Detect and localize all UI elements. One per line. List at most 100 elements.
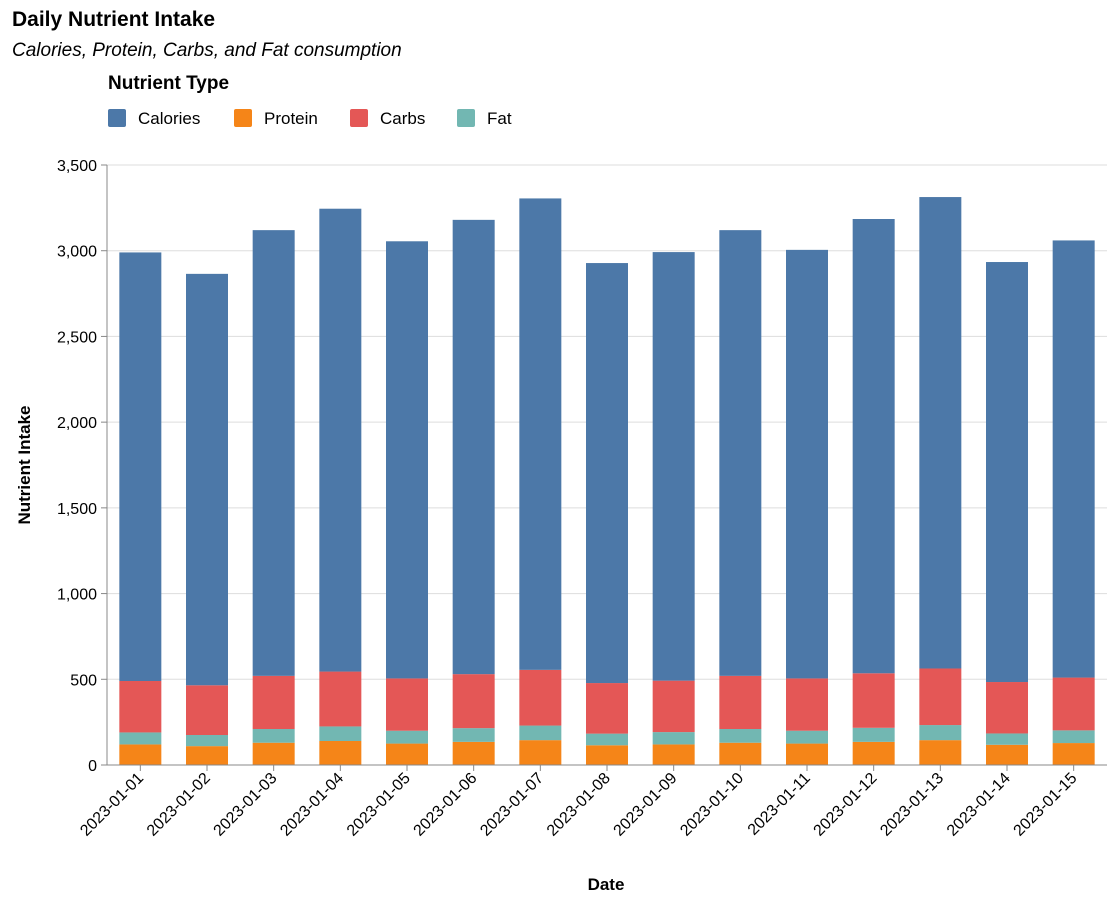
legend-label: Calories bbox=[138, 109, 200, 128]
legend-title: Nutrient Type bbox=[108, 73, 229, 94]
bar-protein-2023-01-07 bbox=[519, 740, 562, 765]
bar-carbs-2023-01-03 bbox=[252, 675, 295, 729]
x-tick-label: 2023-01-05 bbox=[344, 770, 414, 840]
bar-carbs-2023-01-13 bbox=[919, 668, 962, 726]
x-tick-label: 2023-01-03 bbox=[211, 770, 281, 840]
bar-carbs-2023-01-12 bbox=[852, 673, 895, 728]
bar-calories-2023-01-06 bbox=[452, 219, 495, 675]
legend-label: Carbs bbox=[380, 109, 425, 128]
bar-protein-2023-01-13 bbox=[919, 740, 962, 765]
legend-label: Protein bbox=[264, 109, 318, 128]
bar-calories-2023-01-15 bbox=[1052, 240, 1095, 678]
x-tick-label: 2023-01-11 bbox=[745, 770, 814, 839]
bar-fat-2023-01-03 bbox=[252, 729, 295, 743]
x-tick-label: 2023-01-04 bbox=[277, 770, 347, 840]
legend-item-calories: Calories bbox=[108, 109, 200, 128]
bars bbox=[119, 197, 1095, 765]
bar-calories-2023-01-03 bbox=[252, 230, 295, 676]
bar-protein-2023-01-09 bbox=[652, 744, 695, 765]
bar-protein-2023-01-08 bbox=[586, 745, 628, 765]
bar-protein-2023-01-02 bbox=[186, 746, 228, 765]
x-tick-label: 2023-01-15 bbox=[1011, 770, 1081, 840]
bar-protein-2023-01-06 bbox=[452, 741, 495, 765]
bar-protein-2023-01-15 bbox=[1052, 743, 1095, 765]
bar-fat-2023-01-05 bbox=[386, 730, 428, 744]
chart-subtitle: Calories, Protein, Carbs, and Fat consum… bbox=[12, 40, 402, 61]
bar-fat-2023-01-12 bbox=[852, 727, 895, 742]
chart-title: Daily Nutrient Intake bbox=[12, 8, 216, 31]
y-tick-label: 500 bbox=[70, 672, 97, 689]
bar-calories-2023-01-10 bbox=[719, 230, 762, 676]
legend-swatch bbox=[108, 109, 126, 127]
bar-calories-2023-01-14 bbox=[986, 262, 1028, 683]
bar-carbs-2023-01-01 bbox=[119, 681, 162, 733]
bar-protein-2023-01-10 bbox=[719, 742, 762, 765]
bar-carbs-2023-01-11 bbox=[786, 678, 828, 731]
bar-calories-2023-01-07 bbox=[519, 198, 562, 670]
bar-protein-2023-01-01 bbox=[119, 744, 162, 765]
bar-carbs-2023-01-14 bbox=[986, 682, 1028, 734]
y-tick-label: 0 bbox=[88, 758, 97, 775]
x-tick-label: 2023-01-12 bbox=[811, 770, 881, 840]
bar-fat-2023-01-08 bbox=[586, 733, 628, 746]
x-tick-label: 2023-01-09 bbox=[611, 770, 681, 840]
bar-fat-2023-01-15 bbox=[1052, 730, 1095, 744]
legend-swatch bbox=[457, 109, 475, 127]
bar-protein-2023-01-11 bbox=[786, 743, 828, 765]
y-tick-label: 1,500 bbox=[57, 501, 97, 518]
bar-calories-2023-01-02 bbox=[186, 273, 228, 686]
bar-carbs-2023-01-02 bbox=[186, 685, 228, 735]
bar-calories-2023-01-08 bbox=[586, 263, 628, 684]
x-tick-label: 2023-01-01 bbox=[77, 770, 147, 840]
bar-fat-2023-01-14 bbox=[986, 733, 1028, 745]
bar-calories-2023-01-09 bbox=[652, 252, 695, 681]
bar-fat-2023-01-10 bbox=[719, 729, 762, 743]
bar-protein-2023-01-12 bbox=[852, 741, 895, 765]
y-tick-label: 1,000 bbox=[57, 587, 97, 604]
x-tick-label: 2023-01-10 bbox=[677, 770, 747, 840]
bar-carbs-2023-01-15 bbox=[1052, 677, 1095, 731]
bar-calories-2023-01-12 bbox=[852, 219, 895, 674]
legend-label: Fat bbox=[487, 109, 512, 128]
bar-protein-2023-01-03 bbox=[252, 742, 295, 765]
bar-calories-2023-01-01 bbox=[119, 252, 162, 681]
bar-calories-2023-01-04 bbox=[319, 208, 362, 672]
bar-carbs-2023-01-07 bbox=[519, 669, 562, 726]
bar-fat-2023-01-09 bbox=[652, 732, 695, 745]
bar-carbs-2023-01-08 bbox=[586, 683, 628, 734]
y-tick-label: 3,000 bbox=[57, 244, 97, 261]
y-axis: 0 500 1,000 1,500 2,000 2,500 3,000 3,500 bbox=[57, 158, 108, 775]
bar-protein-2023-01-14 bbox=[986, 744, 1028, 765]
x-tick-label: 2023-01-02 bbox=[144, 770, 214, 840]
legend-swatch bbox=[234, 109, 252, 127]
legend-item-fat: Fat bbox=[457, 109, 512, 128]
x-tick-label: 2023-01-13 bbox=[877, 770, 947, 840]
y-axis-label: Nutrient Intake bbox=[15, 405, 34, 524]
legend: Nutrient Type Calories Protein Carbs Fat bbox=[108, 73, 512, 128]
x-axis: 2023-01-012023-01-022023-01-032023-01-04… bbox=[77, 764, 1107, 840]
bar-carbs-2023-01-06 bbox=[452, 674, 495, 729]
bar-carbs-2023-01-05 bbox=[386, 678, 428, 731]
bar-carbs-2023-01-04 bbox=[319, 671, 362, 727]
bar-fat-2023-01-01 bbox=[119, 732, 162, 745]
bar-protein-2023-01-05 bbox=[386, 743, 428, 765]
bar-carbs-2023-01-09 bbox=[652, 680, 695, 733]
bar-calories-2023-01-13 bbox=[919, 197, 962, 669]
bar-fat-2023-01-04 bbox=[319, 726, 362, 741]
x-axis-label: Date bbox=[588, 875, 625, 894]
bar-fat-2023-01-02 bbox=[186, 735, 228, 747]
bar-protein-2023-01-04 bbox=[319, 741, 362, 765]
x-tick-label: 2023-01-07 bbox=[477, 770, 547, 840]
y-tick-label: 2,000 bbox=[57, 415, 97, 432]
legend-item-carbs: Carbs bbox=[350, 109, 425, 128]
y-tick-label: 3,500 bbox=[57, 158, 97, 175]
y-tick-label: 2,500 bbox=[57, 329, 97, 346]
legend-item-protein: Protein bbox=[234, 109, 318, 128]
bar-fat-2023-01-07 bbox=[519, 725, 562, 741]
bar-fat-2023-01-11 bbox=[786, 730, 828, 744]
bar-fat-2023-01-06 bbox=[452, 728, 495, 742]
x-tick-label: 2023-01-14 bbox=[944, 770, 1014, 840]
bar-calories-2023-01-11 bbox=[786, 249, 828, 679]
bar-calories-2023-01-05 bbox=[386, 241, 428, 679]
